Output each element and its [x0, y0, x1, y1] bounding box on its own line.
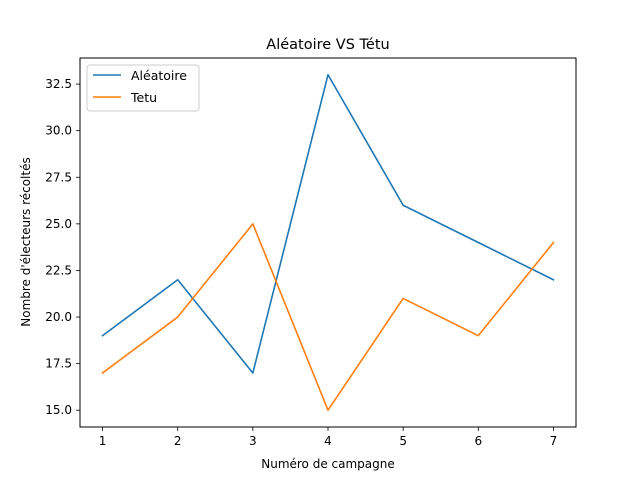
x-axis: 1 2 3 4 5 6 7: [99, 427, 558, 448]
y-axis-label: Nombre d'électeurs récoltés: [19, 157, 33, 326]
series-line-tetu: [101, 223, 555, 412]
chart-title: Aléatoire VS Tétu: [266, 37, 389, 53]
legend-label-tetu: Tetu: [130, 90, 157, 105]
x-tick-label: 5: [399, 434, 407, 448]
y-tick-label: 27.5: [45, 170, 72, 184]
x-tick-label: 4: [324, 434, 332, 448]
y-tick-label: 32.5: [45, 77, 72, 91]
y-tick-label: 22.5: [45, 263, 72, 277]
y-tick-label: 17.5: [45, 357, 72, 371]
x-tick-label: 7: [550, 434, 558, 448]
x-axis-label: Numéro de campagne: [261, 457, 395, 471]
x-tick-label: 3: [249, 434, 257, 448]
legend-box: [86, 64, 200, 112]
y-tick-label: 30.0: [45, 124, 72, 138]
series-line-aleatoire: [101, 73, 555, 374]
series-layer: [101, 73, 555, 412]
x-tick-label: 2: [174, 434, 182, 448]
y-tick-label: 25.0: [45, 217, 72, 231]
y-tick-label: 15.0: [45, 403, 72, 417]
y-axis: 15.0 17.5 20.0 22.5 25.0 27.5 30.0 32.5: [45, 77, 80, 417]
x-tick-label: 1: [99, 434, 107, 448]
legend: Aléatoire Tetu: [86, 64, 200, 112]
x-tick-label: 6: [474, 434, 482, 448]
legend-label-aleatoire: Aléatoire: [131, 68, 187, 83]
y-tick-label: 20.0: [45, 310, 72, 324]
